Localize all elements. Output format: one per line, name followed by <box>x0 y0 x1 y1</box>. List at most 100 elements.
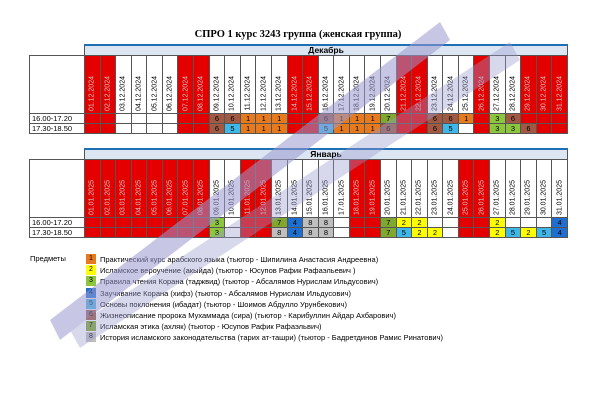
schedule-cell <box>115 227 132 238</box>
date-label: 28.12.2024 <box>509 75 517 111</box>
schedule-cell: 6 <box>426 113 444 124</box>
schedule-cell <box>411 113 428 124</box>
date-header: 28.01.2025 <box>504 159 522 218</box>
legend-item: 6 Жизнеописание пророка Мухаммада (сира) … <box>86 310 396 321</box>
schedule-cell <box>130 123 148 134</box>
date-header: 11.12.2024 <box>239 55 257 114</box>
legend-subject-label: Практический курс арабского языка (тьюто… <box>100 255 379 264</box>
date-header: 20.01.2025 <box>379 159 397 218</box>
schedule-cell <box>146 113 163 124</box>
date-label: 04.12.2024 <box>135 75 143 111</box>
schedule-cell <box>99 113 117 124</box>
date-label: 08.01.2025 <box>197 179 205 215</box>
date-label: 16.12.2024 <box>322 75 330 111</box>
schedule-cell <box>193 113 210 124</box>
date-header: 10.12.2024 <box>224 55 241 114</box>
date-label: 14.12.2024 <box>291 75 299 111</box>
schedule-cell: 6 <box>317 113 335 124</box>
schedule-cell: 1 <box>348 113 366 124</box>
legend-color-swatch: 4 <box>86 287 96 298</box>
schedule-cell: 1 <box>270 113 288 124</box>
time-slot-label: 17.30-18.50 <box>29 227 85 238</box>
date-label: 19.12.2024 <box>369 75 377 111</box>
schedule-cell <box>99 217 117 228</box>
date-label: 25.01.2025 <box>462 179 470 215</box>
date-header: 28.12.2024 <box>504 55 522 114</box>
schedule-cell: 7 <box>270 217 288 228</box>
date-header: 21.12.2024 <box>395 55 413 114</box>
date-label: 27.01.2025 <box>493 179 501 215</box>
schedule-cell <box>286 123 304 134</box>
date-header: 29.12.2024 <box>520 55 537 114</box>
date-label: 20.12.2024 <box>384 75 392 111</box>
schedule-cell <box>302 113 319 124</box>
date-header: 05.01.2025 <box>146 159 163 218</box>
date-header: 16.01.2025 <box>317 159 335 218</box>
schedule-cell <box>520 217 537 228</box>
legend-item: 3 Правила чтения Корана (таджвид) (тьютор… <box>86 276 378 287</box>
schedule-cell <box>535 217 553 228</box>
schedule-cell <box>115 113 132 124</box>
schedule-cell: 3 <box>489 113 506 124</box>
schedule-cell: 3 <box>489 123 506 134</box>
date-label: 03.01.2025 <box>119 179 127 215</box>
schedule-cell: 1 <box>255 123 272 134</box>
schedule-cell: 1 <box>348 123 366 134</box>
date-label: 17.12.2024 <box>338 75 346 111</box>
date-label: 26.12.2024 <box>478 75 486 111</box>
date-header: 21.01.2025 <box>395 159 413 218</box>
date-header: 12.01.2025 <box>255 159 272 218</box>
schedule-cell: 8 <box>317 217 335 228</box>
legend-subject-label: Исламское вероучение (акыйда) (тьютор - … <box>100 266 356 276</box>
schedule-cell <box>130 217 148 228</box>
date-label: 12.12.2024 <box>260 75 268 111</box>
date-header: 26.01.2025 <box>473 159 491 218</box>
date-label: 25.12.2024 <box>462 75 470 111</box>
schedule-cell: 1 <box>364 123 381 134</box>
schedule-cell <box>255 227 272 238</box>
schedule-cell <box>224 217 241 228</box>
schedule-cell <box>177 227 195 238</box>
date-label: 30.12.2024 <box>540 75 548 111</box>
schedule-cell <box>239 217 257 228</box>
date-label: 10.12.2024 <box>228 75 236 111</box>
january-schedule-table: Январь 01.01.2025 02.01.2025 03.01.2025 04.0… <box>29 148 568 238</box>
date-header: 13.12.2024 <box>270 55 288 114</box>
date-header: 08.12.2024 <box>193 55 210 114</box>
date-header: 27.01.2025 <box>489 159 506 218</box>
date-label: 30.01.2025 <box>540 179 548 215</box>
schedule-cell: 1 <box>255 113 272 124</box>
schedule-cell <box>161 123 179 134</box>
legend-color-swatch: 5 <box>86 298 96 309</box>
date-label: 20.01.2025 <box>384 179 392 215</box>
date-label: 09.12.2024 <box>213 75 221 111</box>
date-label: 11.01.2025 <box>244 180 252 215</box>
legend-subject-label: Основы поклонения (ибадат) (тьютор - Шои… <box>100 299 347 309</box>
legend-subject-label: Правила чтения Корана (таджвид) (тьютор … <box>100 277 379 287</box>
schedule-cell <box>333 227 350 238</box>
date-header: 30.12.2024 <box>535 55 553 114</box>
schedule-cell: 5 <box>224 123 241 134</box>
date-label: 18.01.2025 <box>353 179 361 215</box>
schedule-cell: 7 <box>379 227 397 238</box>
date-label: 06.01.2025 <box>166 179 174 215</box>
time-slot-row: 16.00-17.20 6 6 1 1 1 6 1 1 1 7 6 6 1 3 6 <box>29 113 569 124</box>
date-header: 07.12.2024 <box>177 55 195 114</box>
legend-item: 1 Практический курс арабского языка (тьют… <box>86 254 378 265</box>
schedule-cell <box>348 227 366 238</box>
schedule-cell: 4 <box>286 217 304 228</box>
schedule-cell <box>411 123 428 134</box>
legend-color-swatch: 7 <box>86 321 96 332</box>
date-header: 30.01.2025 <box>535 159 553 218</box>
schedule-cell: 3 <box>208 217 226 228</box>
date-header: 31.12.2024 <box>551 55 569 114</box>
date-header: 02.12.2024 <box>99 55 117 114</box>
date-label: 08.12.2024 <box>197 75 205 111</box>
date-header: 04.12.2024 <box>130 55 148 114</box>
date-header: 12.12.2024 <box>255 55 272 114</box>
date-label: 21.12.2024 <box>400 75 408 111</box>
schedule-cell: 6 <box>504 113 522 124</box>
schedule-cell <box>146 217 163 228</box>
date-label: 13.01.2025 <box>275 179 283 215</box>
date-header: 27.12.2024 <box>489 55 506 114</box>
